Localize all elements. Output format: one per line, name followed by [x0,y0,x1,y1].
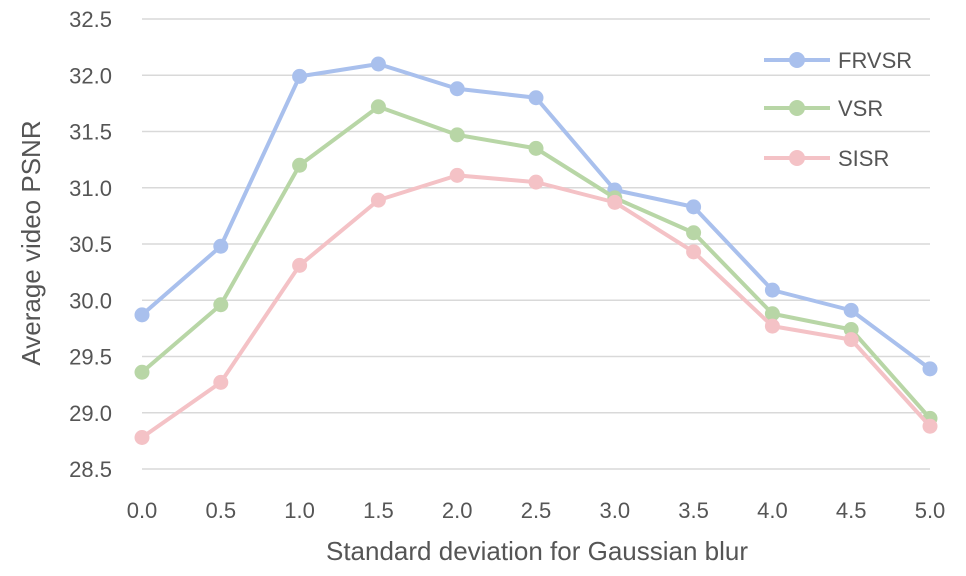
data-point [528,174,544,190]
legend-item-sisr: SISR [764,146,889,171]
data-point [528,90,544,106]
data-point [370,56,386,72]
data-point [686,199,702,215]
data-point [449,127,465,143]
data-point [213,374,229,390]
legend-label: FRVSR [838,48,912,73]
legend-item-vsr: VSR [764,96,883,121]
data-point [686,225,702,241]
data-point [370,192,386,208]
x-tick-label: 4.0 [757,498,788,523]
data-point [922,361,938,377]
x-tick-label: 3.5 [678,498,709,523]
legend: FRVSR VSR SISR [764,48,912,171]
y-tick-label: 32.0 [69,63,112,88]
data-point [764,318,780,334]
y-tick-label: 28.5 [69,457,112,482]
data-point [134,430,150,445]
gridlines [142,18,930,470]
legend-marker [789,100,805,116]
data-point [213,238,229,254]
data-point [292,157,308,173]
legend-marker [789,52,805,68]
legend-label: VSR [838,96,883,121]
data-point [843,302,859,318]
x-tick-label: 1.0 [284,498,315,523]
x-tick-label: 0.5 [206,498,237,523]
y-tick-label: 31.5 [69,120,112,145]
data-point [213,297,229,313]
x-tick-label: 2.5 [521,498,552,523]
data-point [449,167,465,183]
y-tick-label: 30.5 [69,232,112,257]
data-point [292,68,308,84]
y-axis-ticks: 28.5 29.0 29.5 30.0 30.5 31.0 31.5 32.0 32.5 [69,7,112,482]
data-point [607,194,623,210]
data-point [843,332,859,348]
series-vsr [134,99,938,426]
x-tick-label: 4.5 [836,498,867,523]
y-tick-label: 31.0 [69,176,112,201]
series-line [140,173,932,440]
x-tick-label: 0.0 [127,498,158,523]
data-point [922,418,938,434]
y-tick-label: 29.0 [69,401,112,426]
data-point [686,244,702,260]
x-tick-label: 1.5 [363,498,394,523]
data-point [764,282,780,298]
data-point [134,307,150,323]
legend-label: SISR [838,146,889,171]
data-point [292,257,308,273]
data-point [134,364,150,380]
legend-marker [789,150,805,166]
data-point [528,140,544,156]
data-point [370,99,386,115]
data-point [764,306,780,322]
x-axis-title: Standard deviation for Gaussian blur [326,536,748,566]
data-point [449,81,465,97]
series-sisr [134,167,938,445]
series-group [134,56,938,445]
x-axis-ticks: 0.0 0.5 1.0 1.5 2.0 2.5 3.0 3.5 4.0 4.5 5.0 [127,498,946,523]
x-tick-label: 2.0 [442,498,473,523]
y-tick-label: 32.5 [69,7,112,32]
series-frvsr [134,56,938,377]
x-tick-label: 5.0 [915,498,946,523]
x-tick-label: 3.0 [600,498,631,523]
y-tick-label: 30.0 [69,288,112,313]
legend-item-frvsr: FRVSR [764,48,912,73]
y-axis-title: Average video PSNR [16,120,46,365]
y-tick-label: 29.5 [69,345,112,370]
